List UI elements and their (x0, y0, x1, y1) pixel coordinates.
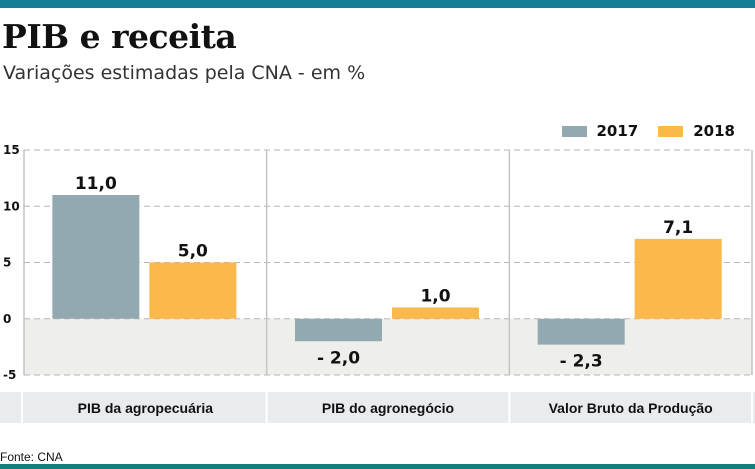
top-accent-bar (0, 0, 755, 8)
data-label: 5,0 (178, 242, 208, 262)
data-label: 7,1 (663, 218, 693, 238)
legend-swatch-2018 (658, 125, 684, 137)
legend-swatch-2017 (561, 125, 587, 137)
bar-2017 (295, 318, 382, 342)
legend-item-2017: 2017 (561, 122, 639, 140)
bottom-accent-bar (0, 464, 755, 469)
y-tick-label: 0 (3, 312, 11, 326)
y-tick-label: 5 (3, 256, 11, 270)
legend-item-2018: 2018 (658, 122, 735, 140)
legend-label-2018: 2018 (693, 122, 735, 140)
y-tick-label: 10 (3, 199, 20, 213)
bar-2018 (392, 307, 479, 319)
data-label: - 2,3 (560, 352, 603, 372)
data-label: 1,0 (420, 287, 450, 307)
x-category-label: PIB da agropecuária (78, 400, 214, 416)
source-note: Fonte: CNA (0, 450, 63, 464)
category-band (0, 392, 755, 423)
chart-title: PIB e receita (2, 17, 237, 56)
bar-2017 (52, 195, 140, 319)
data-label: 11,0 (75, 174, 117, 194)
x-category-label: PIB do agronegócio (322, 400, 454, 416)
x-category-label: Valor Bruto da Produção (549, 400, 713, 416)
y-tick-label: 15 (3, 143, 20, 157)
bar-2017 (537, 318, 625, 345)
data-label: - 2,0 (317, 348, 360, 368)
legend-label-2017: 2017 (596, 122, 639, 140)
bar-2018 (149, 262, 237, 319)
legend: 2017 2018 (542, 122, 735, 140)
bar-2018 (634, 238, 722, 319)
y-tick-label: -5 (3, 368, 16, 382)
negative-region-band (24, 318, 752, 375)
chart-subtitle: Variações estimadas pela CNA - em % (3, 62, 366, 84)
